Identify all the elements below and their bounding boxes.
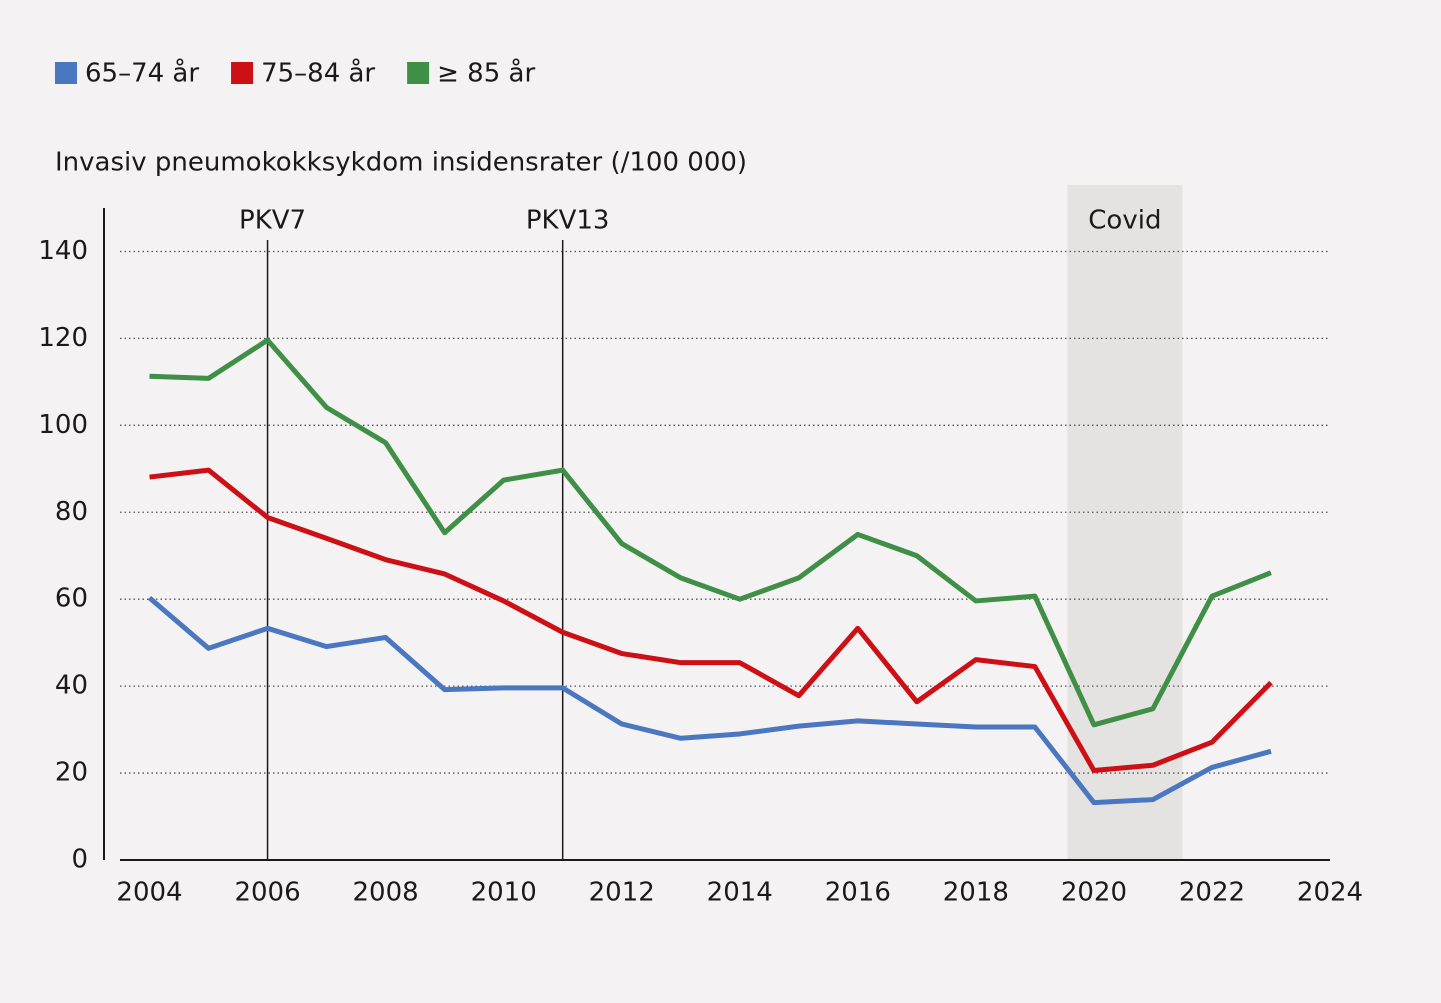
event-label: PKV13 bbox=[526, 206, 610, 236]
x-tick-label: 2022 bbox=[1179, 878, 1245, 908]
shaded-label: Covid bbox=[1088, 206, 1161, 236]
x-tick-label: 2008 bbox=[353, 878, 419, 908]
x-tick-label: 2006 bbox=[234, 878, 300, 908]
y-tick-label: 100 bbox=[38, 410, 88, 440]
series-line bbox=[147, 595, 1272, 806]
x-tick-label: 2018 bbox=[943, 878, 1009, 908]
event-label: PKV7 bbox=[239, 206, 306, 236]
y-tick-label: 120 bbox=[38, 323, 88, 353]
legend-swatch bbox=[407, 62, 430, 84]
y-tick-label: 80 bbox=[55, 497, 88, 527]
series-line bbox=[149, 337, 1272, 728]
y-tick-label: 40 bbox=[55, 671, 88, 701]
legend-label: 65–74 år bbox=[85, 58, 199, 89]
x-tick-label: 2010 bbox=[471, 878, 537, 908]
legend-swatch bbox=[231, 62, 254, 84]
legend-swatch bbox=[55, 62, 77, 84]
legend-label: 75–84 år bbox=[261, 58, 375, 89]
y-tick-label: 0 bbox=[71, 845, 88, 875]
legend-label: ≥ 85 år bbox=[437, 58, 535, 89]
y-tick-label: 60 bbox=[55, 584, 88, 614]
x-tick-label: 2016 bbox=[825, 878, 891, 908]
x-tick-label: 2014 bbox=[707, 878, 773, 908]
series-line bbox=[149, 467, 1273, 773]
y-tick-label: 140 bbox=[38, 236, 88, 266]
x-tick-label: 2020 bbox=[1061, 878, 1127, 908]
x-tick-label: 2024 bbox=[1297, 878, 1363, 908]
x-tick-label: 2004 bbox=[116, 878, 182, 908]
shaded-region bbox=[1067, 185, 1183, 860]
x-tick-label: 2012 bbox=[589, 878, 655, 908]
y-axis-title: Invasiv pneumokokksykdom insidensrater (… bbox=[55, 148, 747, 178]
y-tick-label: 20 bbox=[55, 758, 88, 788]
